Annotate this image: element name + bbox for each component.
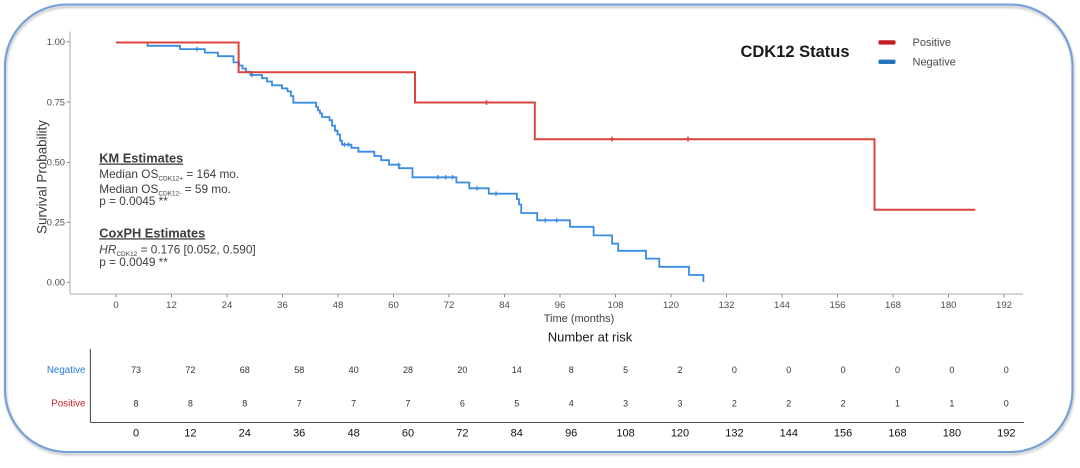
svg-text:58: 58 — [294, 365, 304, 375]
svg-text:Negative: Negative — [47, 365, 86, 376]
svg-text:2: 2 — [786, 398, 791, 408]
svg-text:96: 96 — [565, 427, 577, 439]
svg-text:73: 73 — [131, 365, 141, 375]
svg-text:2: 2 — [841, 398, 846, 408]
svg-text:132: 132 — [718, 300, 734, 311]
svg-text:6: 6 — [460, 398, 465, 408]
svg-text:1.00: 1.00 — [47, 36, 65, 47]
svg-text:3: 3 — [677, 398, 682, 408]
svg-text:24: 24 — [239, 427, 251, 439]
svg-text:192: 192 — [996, 300, 1012, 311]
svg-text:0.75: 0.75 — [47, 96, 65, 107]
svg-text:156: 156 — [829, 300, 845, 311]
svg-text:0: 0 — [1004, 398, 1009, 408]
svg-text:1: 1 — [895, 398, 900, 408]
svg-text:7: 7 — [297, 398, 302, 408]
svg-text:72: 72 — [456, 427, 468, 439]
svg-text:0: 0 — [1004, 365, 1009, 375]
svg-text:8: 8 — [569, 365, 574, 375]
svg-text:0.00: 0.00 — [47, 277, 65, 288]
svg-text:4: 4 — [569, 398, 574, 408]
svg-text:Positive: Positive — [913, 37, 952, 49]
svg-text:180: 180 — [940, 300, 956, 311]
svg-text:5: 5 — [514, 398, 519, 408]
svg-text:0: 0 — [113, 300, 118, 311]
svg-text:0: 0 — [786, 365, 791, 375]
svg-text:120: 120 — [671, 427, 689, 439]
svg-text:36: 36 — [277, 300, 288, 311]
svg-text:CDK12 Status: CDK12 Status — [740, 43, 849, 61]
svg-text:68: 68 — [240, 365, 250, 375]
svg-text:96: 96 — [555, 300, 566, 311]
svg-text:Positive: Positive — [51, 399, 86, 410]
svg-text:168: 168 — [888, 427, 906, 439]
svg-text:0: 0 — [895, 365, 900, 375]
svg-text:Time (months): Time (months) — [544, 313, 615, 325]
svg-text:108: 108 — [616, 427, 634, 439]
svg-text:p = 0.0045 **: p = 0.0045 ** — [99, 194, 168, 208]
svg-text:Median OSCDK12- = 59 mo.: Median OSCDK12- = 59 mo. — [99, 182, 231, 198]
svg-text:72: 72 — [444, 300, 455, 311]
svg-text:12: 12 — [166, 300, 177, 311]
svg-text:7: 7 — [405, 398, 410, 408]
svg-text:0.25: 0.25 — [47, 217, 65, 228]
svg-text:Median OSCDK12+ = 164 mo.: Median OSCDK12+ = 164 mo. — [99, 167, 239, 183]
svg-text:84: 84 — [511, 427, 523, 439]
svg-text:0.50: 0.50 — [47, 157, 65, 168]
svg-text:KM Estimates: KM Estimates — [99, 151, 183, 166]
svg-text:60: 60 — [388, 300, 399, 311]
svg-text:192: 192 — [997, 427, 1015, 439]
svg-text:14: 14 — [512, 365, 522, 375]
svg-text:48: 48 — [333, 300, 344, 311]
svg-text:40: 40 — [349, 365, 359, 375]
svg-text:CoxPH Estimates: CoxPH Estimates — [99, 225, 205, 240]
svg-text:Negative: Negative — [913, 57, 956, 69]
svg-text:28: 28 — [403, 365, 413, 375]
svg-text:8: 8 — [242, 398, 247, 408]
svg-text:p = 0.0049 **: p = 0.0049 ** — [99, 255, 168, 269]
svg-text:60: 60 — [402, 427, 414, 439]
svg-text:0: 0 — [133, 427, 139, 439]
svg-text:24: 24 — [222, 300, 233, 311]
svg-text:2: 2 — [732, 398, 737, 408]
svg-text:132: 132 — [725, 427, 743, 439]
svg-text:1: 1 — [949, 398, 954, 408]
svg-text:108: 108 — [607, 300, 623, 311]
svg-text:120: 120 — [663, 300, 679, 311]
svg-text:2: 2 — [677, 365, 682, 375]
svg-text:0: 0 — [841, 365, 846, 375]
svg-text:7: 7 — [351, 398, 356, 408]
svg-text:144: 144 — [780, 427, 798, 439]
svg-text:36: 36 — [293, 427, 305, 439]
svg-text:84: 84 — [499, 300, 510, 311]
svg-text:48: 48 — [347, 427, 359, 439]
svg-text:12: 12 — [184, 427, 196, 439]
svg-text:HRCDK12 = 0.176 [0.052, 0.590]: HRCDK12 = 0.176 [0.052, 0.590] — [99, 242, 255, 258]
svg-text:156: 156 — [834, 427, 852, 439]
svg-text:144: 144 — [774, 300, 791, 311]
svg-text:Number at risk: Number at risk — [548, 330, 633, 345]
svg-text:0: 0 — [949, 365, 954, 375]
svg-text:8: 8 — [188, 398, 193, 408]
svg-text:Survival Probability: Survival Probability — [35, 120, 50, 234]
svg-text:72: 72 — [185, 365, 195, 375]
svg-text:0: 0 — [732, 365, 737, 375]
svg-text:3: 3 — [623, 398, 628, 408]
svg-text:20: 20 — [457, 365, 467, 375]
svg-text:8: 8 — [133, 398, 138, 408]
svg-text:168: 168 — [885, 300, 901, 311]
svg-text:5: 5 — [623, 365, 628, 375]
svg-text:180: 180 — [943, 427, 961, 439]
